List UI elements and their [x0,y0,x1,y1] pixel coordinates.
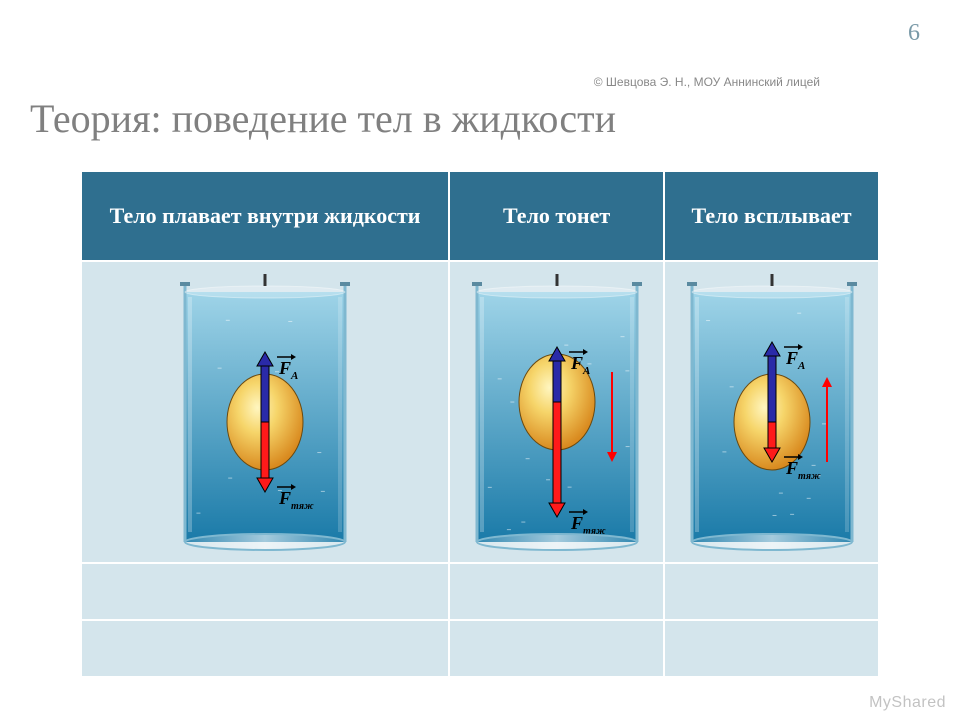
col-header-sinks: Тело тонет [449,171,664,261]
col-header-floats: Тело плавает внутри жидкости [81,171,449,261]
table-header-row: Тело плавает внутри жидкости Тело тонет … [81,171,879,261]
diagram-row: FA Fтяж [81,261,879,563]
empty-cell [449,620,664,677]
col-header-rises: Тело всплывает [664,171,879,261]
empty-cell [81,563,449,620]
empty-cell [664,620,879,677]
comparison-table: Тело плавает внутри жидкости Тело тонет … [80,170,880,678]
empty-cell [664,563,879,620]
empty-cell [449,563,664,620]
beaker-floats: FA Fтяж [170,272,360,552]
empty-row-1 [81,563,879,620]
copyright-text: © Шевцова Э. Н., МОУ Аннинский лицей [594,75,820,89]
empty-cell [81,620,449,677]
slide: 6 © Шевцова Э. Н., МОУ Аннинский лицей Т… [0,0,960,720]
slide-title: Теория: поведение тел в жидкости [30,95,930,142]
beaker-rises: FA Fтяж [677,272,867,552]
cell-diagram-sinks: FA Fтяж [449,261,664,563]
cell-diagram-rises: FA Fтяж [664,261,879,563]
empty-row-2 [81,620,879,677]
cell-diagram-floats: FA Fтяж [81,261,449,563]
beaker-sinks: FA Fтяж [462,272,652,552]
slide-number: 6 [908,20,920,47]
watermark: MyShared [869,694,946,712]
